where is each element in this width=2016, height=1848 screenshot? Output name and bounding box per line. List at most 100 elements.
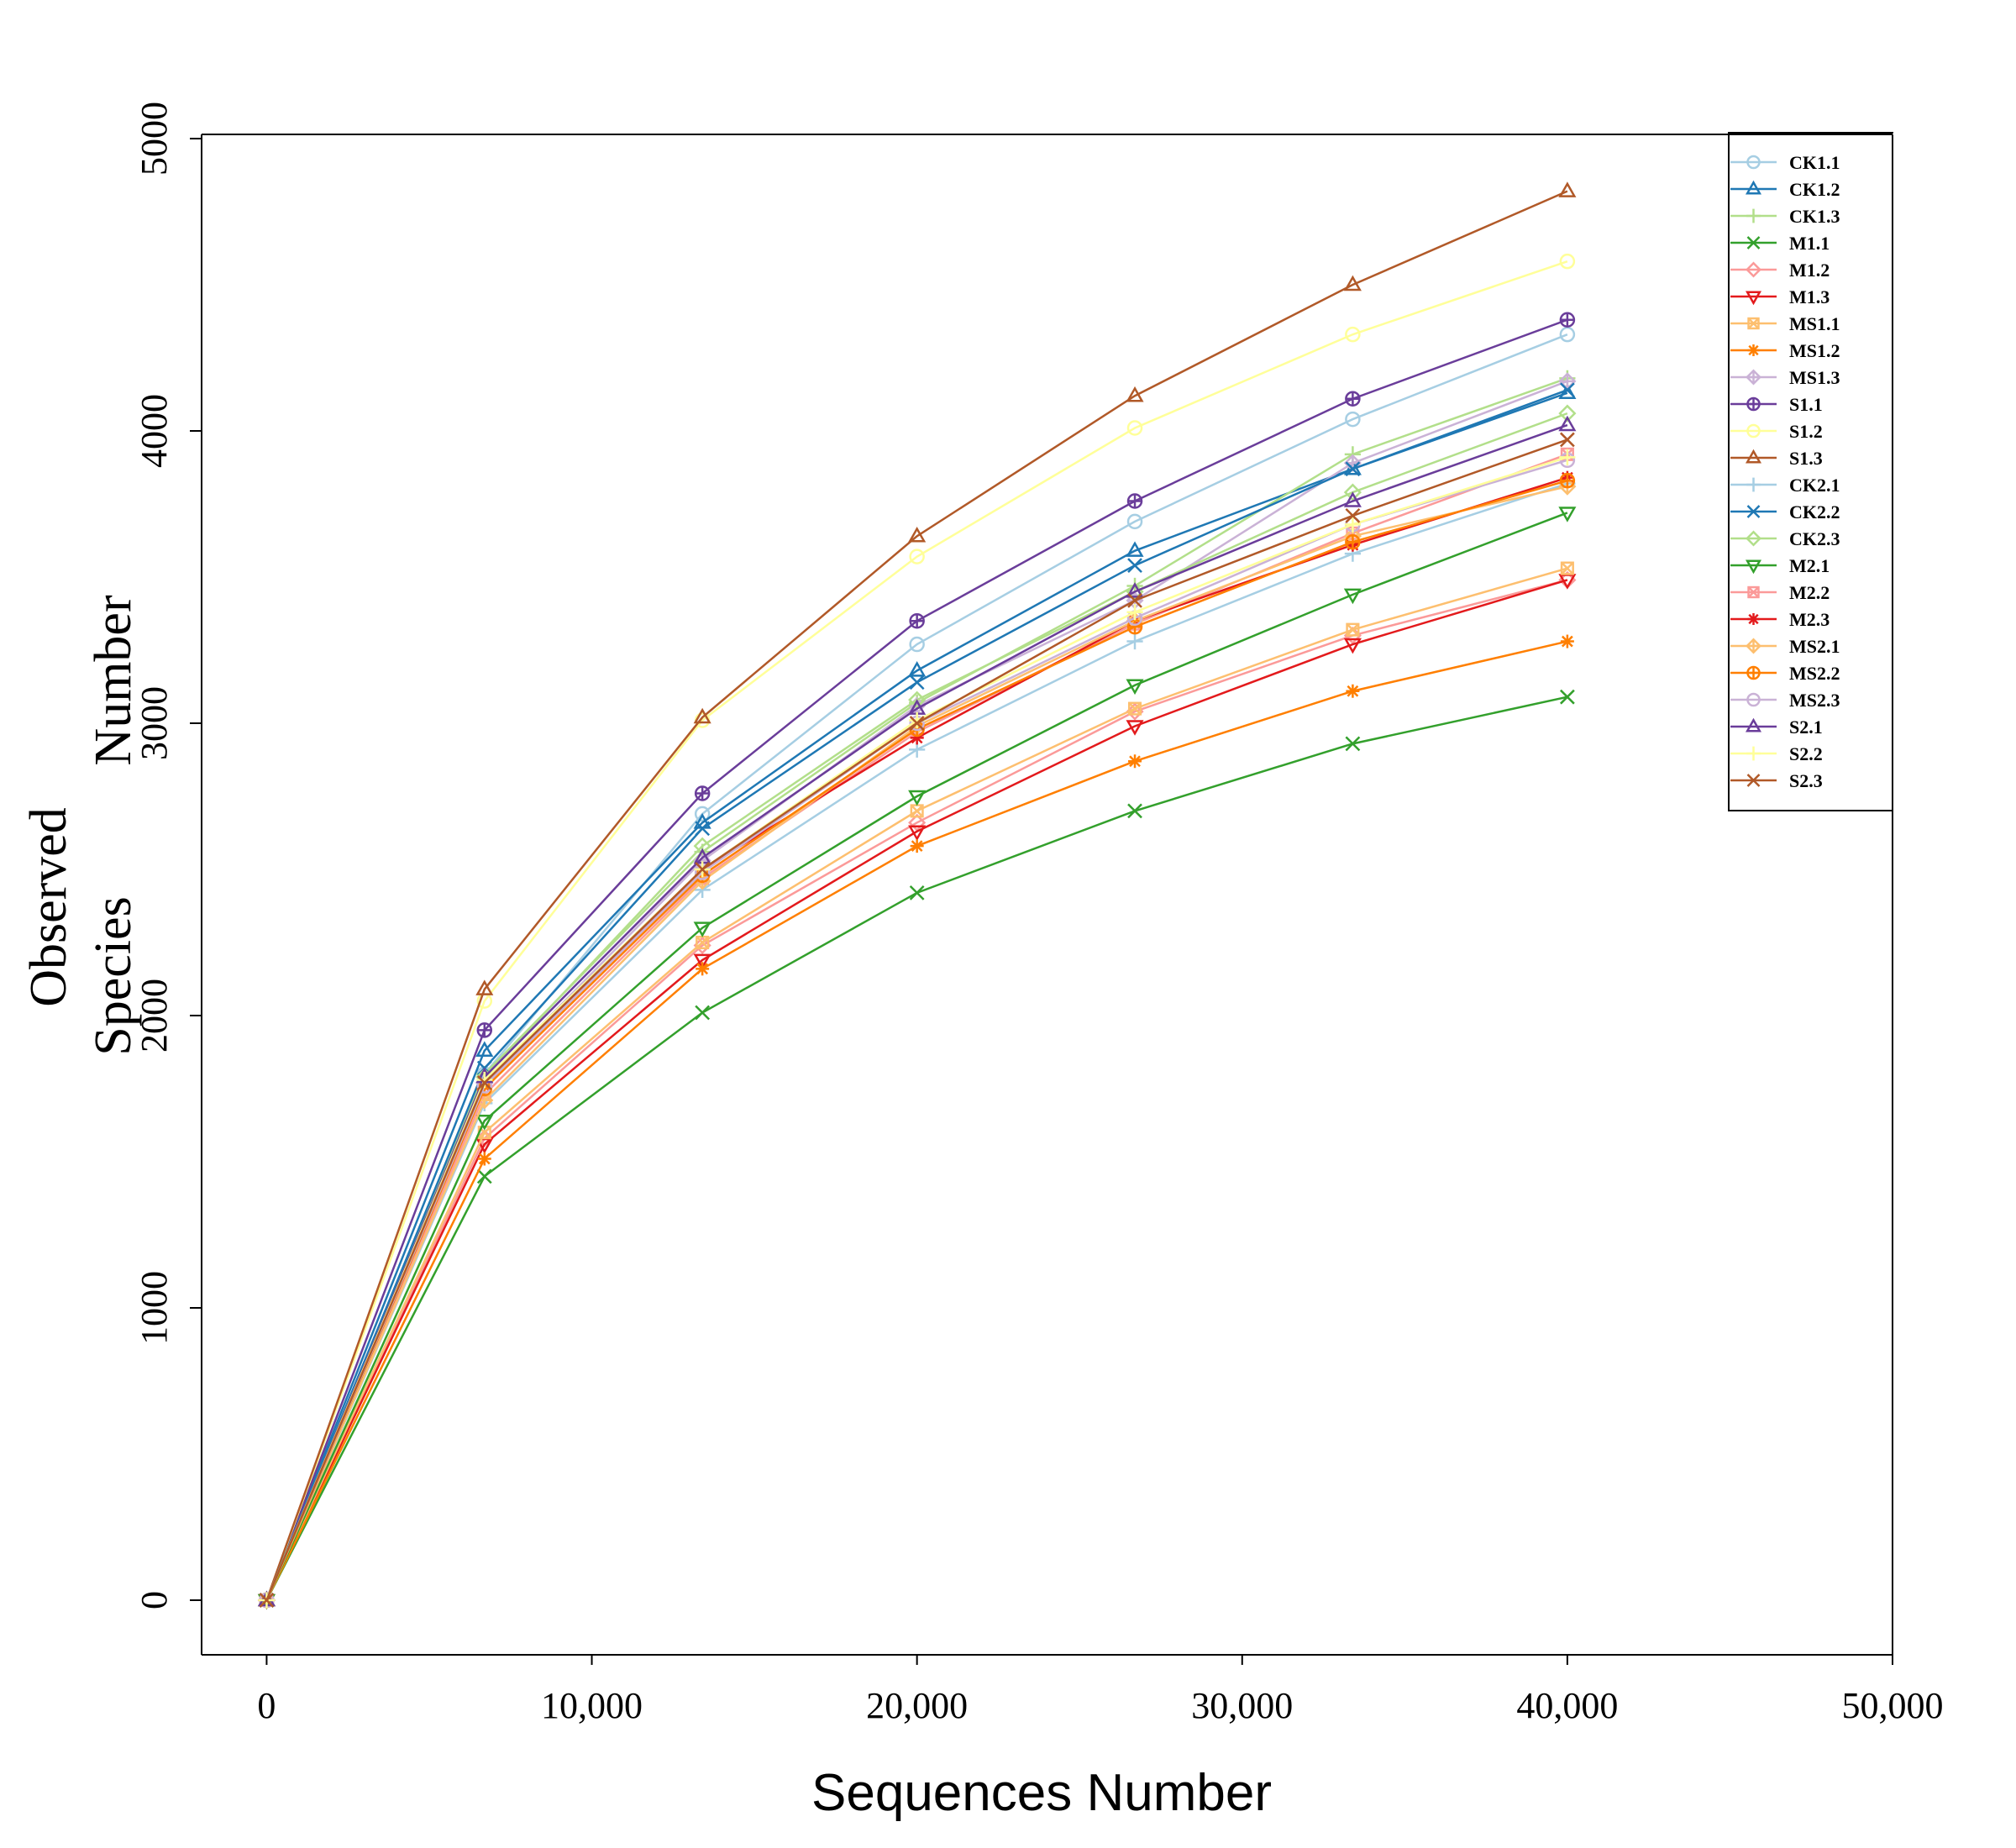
series-s2-3: [259, 432, 1575, 1608]
data-point-s1-2: [909, 549, 925, 564]
legend-marker: [1746, 505, 1761, 518]
series-s1-2: [259, 253, 1576, 1609]
data-point-m2-1: [1126, 679, 1144, 696]
data-point-ck2-3: [693, 837, 711, 855]
legend-marker: [1746, 396, 1761, 412]
legend-item-ms1-1: MS1.1: [1730, 313, 1840, 334]
legend-label: MS1.1: [1789, 313, 1840, 334]
legend-item-s1-1: S1.1: [1730, 394, 1823, 415]
data-point-m1-3: [1126, 720, 1144, 736]
data-point-s1-1: [1126, 493, 1143, 509]
data-point-s2-1: [1343, 491, 1362, 507]
data-point-ck2-3: [908, 690, 927, 709]
data-point-s2-3: [259, 1593, 275, 1608]
series-line-ms2-1: [265, 485, 1568, 1601]
legend-marker: [1747, 613, 1760, 625]
legend-label: CK1.1: [1789, 152, 1840, 173]
series-ck2-2: [259, 382, 1575, 1608]
data-point-s2-3: [909, 716, 925, 731]
data-point-s1-3: [475, 979, 494, 995]
x-tick-label: 0: [257, 1685, 276, 1726]
data-point-ck1-1: [694, 806, 711, 822]
series-line-ck1-1: [265, 333, 1568, 1601]
legend-label: S1.1: [1789, 394, 1823, 415]
x-ticks: 0 10,000 20,000 30,000 40,000 50,000: [257, 1655, 1944, 1726]
data-point-m1-3: [693, 953, 711, 970]
series-line-ms2-2: [265, 479, 1568, 1601]
data-point-ms1-2: [696, 962, 710, 976]
legend-marker: [1746, 717, 1761, 732]
series-ms2-1: [257, 477, 1577, 1609]
legend-label: M2.1: [1789, 555, 1830, 576]
legend-label: CK1.2: [1789, 179, 1840, 200]
legend-marker: [1746, 180, 1761, 195]
legend-marker: [1747, 344, 1760, 356]
y-tick-label: 3000: [134, 686, 175, 760]
y-tick-label: 1000: [134, 1271, 175, 1345]
data-point-m1-1: [1345, 736, 1361, 752]
data-point-ms1-1: [1127, 701, 1142, 716]
series-line-m1-3: [265, 579, 1568, 1601]
y-axis-label-line-1: Observed: [20, 807, 77, 1007]
legend-item-m2-2: M2.2: [1730, 582, 1830, 603]
series-line-s2-1: [265, 423, 1568, 1601]
data-point-s2-1: [1558, 415, 1577, 432]
series-ck1-1: [259, 326, 1576, 1609]
data-point-ck2-2: [1127, 558, 1142, 573]
legend-marker: [1746, 449, 1761, 464]
data-point-ms1-2: [1128, 754, 1142, 769]
data-point-ms1-1: [1560, 561, 1574, 575]
legend-label: M1.2: [1789, 260, 1830, 281]
legend-label: CK1.3: [1789, 206, 1840, 227]
data-point-ck2-3: [1558, 404, 1577, 423]
legend-marker: [1746, 423, 1761, 438]
legend: CK1.1 CK1.2 CK1.3 M1.1 M1.2 M1.3 MS1.1 MS1.2 MS1…: [1728, 132, 1893, 811]
legend-label: S1.3: [1789, 448, 1823, 469]
legend-marker: [1746, 692, 1761, 707]
series-ms1-3: [257, 372, 1577, 1609]
data-point-s2-3: [695, 862, 711, 877]
x-tick-label: 20,000: [866, 1685, 968, 1726]
legend-item-m1-3: M1.3: [1730, 286, 1830, 307]
data-point-m1-3: [908, 825, 927, 842]
data-point-s1-2: [1559, 253, 1576, 270]
data-point-ms1-1: [1346, 622, 1360, 637]
data-point-ck1-2: [908, 661, 927, 677]
data-point-m2-1: [693, 921, 711, 937]
legend-label: MS2.3: [1789, 690, 1840, 711]
series-s1-3: [257, 181, 1577, 1607]
data-point-ck2-1: [1126, 633, 1143, 650]
legend-marker: [1746, 774, 1761, 787]
legend-item-ck1-1: CK1.1: [1730, 152, 1840, 173]
series-s2-2: [258, 449, 1576, 1609]
series-line-ms1-2: [265, 640, 1568, 1601]
series-m2-3: [260, 470, 1574, 1607]
legend-label: S2.3: [1789, 770, 1823, 791]
legend-item-ck2-3: CK2.3: [1730, 528, 1840, 549]
legend-marker: [1746, 477, 1761, 492]
data-point-ck1-2: [475, 1041, 494, 1058]
legend-marker: [1747, 317, 1760, 330]
legend-item-m2-3: M2.3: [1730, 609, 1830, 630]
data-point-s1-1: [1559, 312, 1576, 328]
legend-marker: [1746, 208, 1761, 223]
data-point-s2-1: [1126, 582, 1144, 598]
x-tick-label: 50,000: [1842, 1685, 1944, 1726]
legend-marker: [1746, 236, 1761, 249]
data-point-s1-1: [694, 785, 711, 801]
legend-marker: [1746, 530, 1761, 547]
series-line-m2-3: [265, 476, 1568, 1601]
legend-marker: [1746, 155, 1761, 170]
data-point-m1-1: [476, 1168, 492, 1184]
data-point-m1-1: [1560, 689, 1575, 705]
data-point-s2-3: [1560, 432, 1575, 448]
data-point-ck1-1: [1345, 411, 1361, 428]
data-point-m2-1: [1343, 588, 1362, 605]
data-point-s1-2: [1345, 326, 1361, 343]
axes: [201, 134, 1893, 1656]
data-point-s1-1: [476, 1022, 493, 1038]
data-point-ck1-1: [909, 636, 925, 653]
legend-item-ms2-3: MS2.3: [1730, 690, 1840, 711]
data-point-ck1-1: [1126, 513, 1143, 530]
data-point-m1-2: [908, 813, 927, 832]
